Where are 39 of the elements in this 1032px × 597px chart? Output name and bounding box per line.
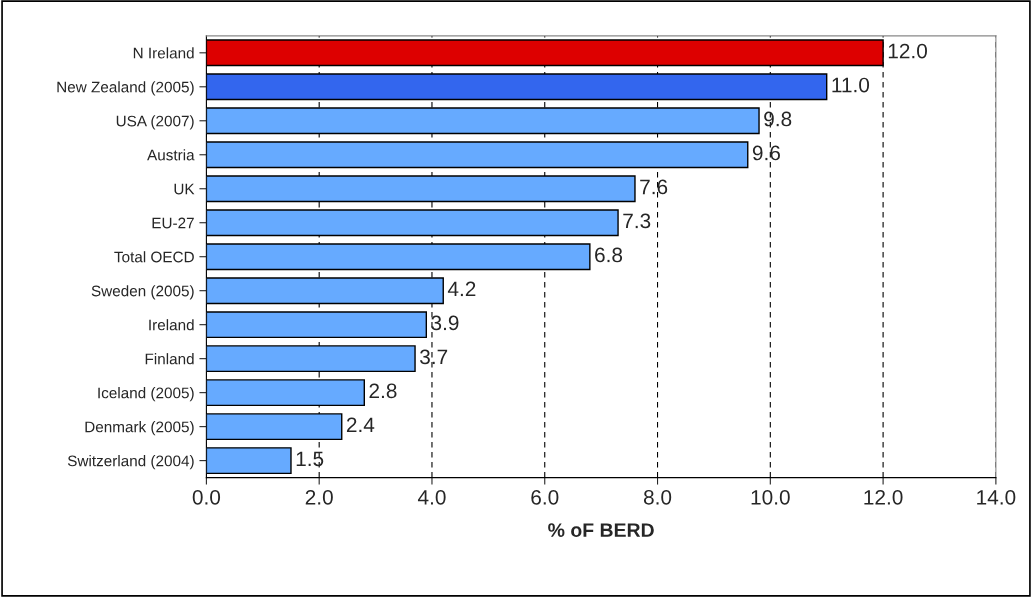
data-label: 6.8 (595, 247, 623, 263)
x-tick-label: 10.0 (751, 489, 790, 505)
data-label: 9.8 (764, 111, 792, 127)
x-tick-label: 2.0 (305, 489, 333, 505)
x-tick-label: 14.0 (977, 489, 1016, 505)
x-tick-label: 6.0 (531, 489, 559, 505)
bar (206, 447, 292, 475)
y-tick-label: USA (2007) (116, 115, 194, 130)
y-tick-label: Switzerland (2004) (67, 455, 194, 470)
x-tick-label: 8.0 (643, 489, 672, 505)
x-tick-label: 12.0 (864, 489, 903, 505)
y-tick-label: N Ireland (133, 47, 194, 59)
data-label: 4.2 (447, 281, 476, 297)
data-label: 2.4 (346, 417, 375, 433)
y-tick-label: EU-27 (152, 217, 194, 229)
data-label: 3.9 (431, 315, 459, 331)
bar (206, 141, 749, 169)
y-tick-label: New Zealand (2005) (57, 81, 194, 96)
x-tick-label: 0.0 (192, 489, 221, 505)
x-tick-label: 4.0 (417, 489, 446, 505)
y-tick-label: Finland (145, 353, 194, 365)
data-label: 9.6 (752, 145, 780, 161)
data-label: 3.7 (420, 349, 448, 365)
data-label: 1.5 (296, 451, 324, 467)
data-label: 2.8 (369, 383, 397, 399)
y-tick-label: UK (174, 183, 195, 195)
y-tick-label: Austria (147, 149, 195, 161)
y-tick-label: Denmark (2005) (85, 421, 194, 436)
bar (206, 379, 365, 407)
data-label: 7.6 (640, 179, 668, 195)
bar (206, 243, 591, 271)
data-label: 7.3 (623, 213, 651, 229)
data-label: 11.0 (832, 77, 870, 93)
y-tick-label: Sweden (2005) (91, 285, 194, 300)
y-tick-label: Total OECD (114, 251, 194, 263)
x-axis-title: % oF BERD (548, 523, 654, 537)
y-tick-label: Ireland (149, 319, 194, 331)
data-label: 12.0 (888, 43, 927, 59)
y-tick-label: Iceland (2005) (98, 387, 194, 402)
